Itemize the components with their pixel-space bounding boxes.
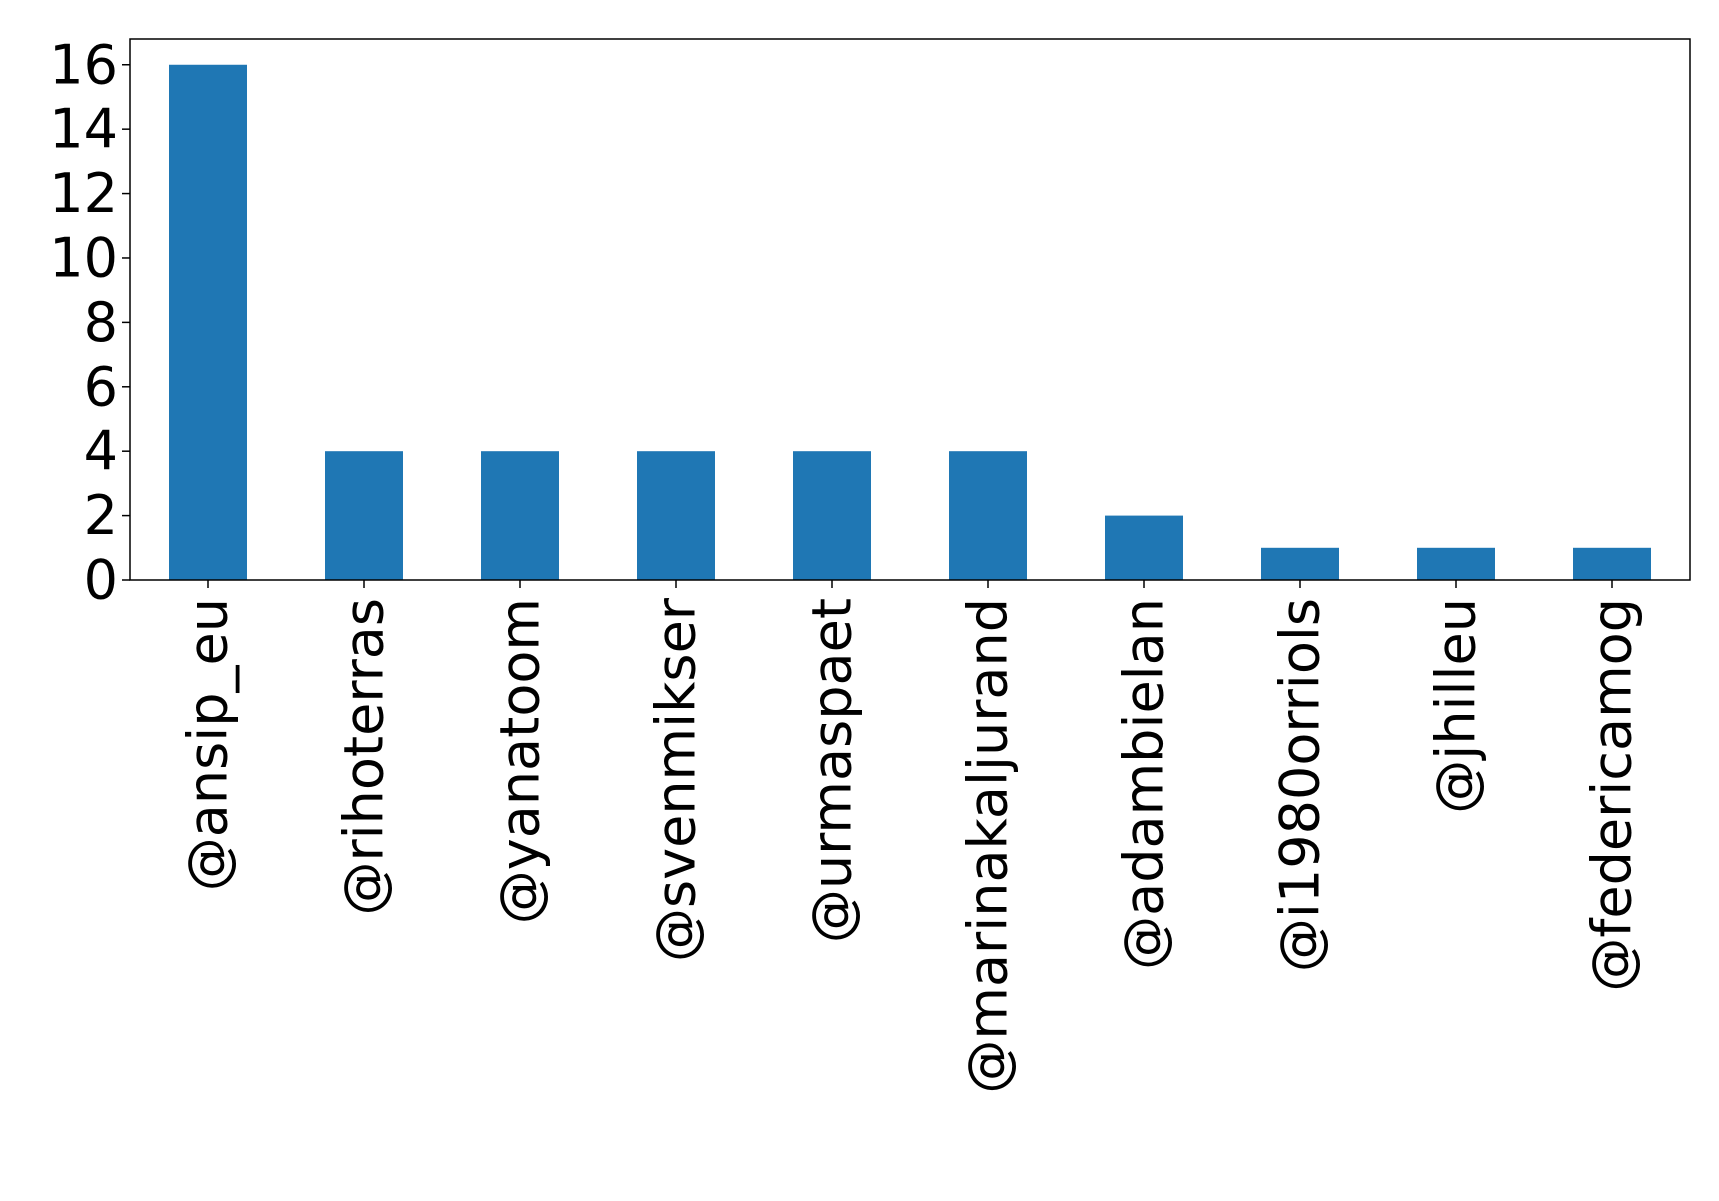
x-tick-label: @federicamog [1581,598,1644,992]
x-tick-label: @marinakaljurand [957,598,1020,1094]
x-tick-label: @i1980orriols [1269,598,1332,972]
bar-ansipeu [169,64,247,580]
x-tick-label: @jhilleu [1425,598,1488,814]
bar-i1980orriols [1261,547,1339,580]
bar-adambielan [1105,515,1183,580]
x-tick-label: @rihoterras [333,598,396,916]
bar-urmaspaet [793,451,871,580]
y-tick-label: 4 [84,420,118,483]
plot-frame [129,38,1691,581]
bar-federicamog [1573,547,1651,580]
bar-jhilleu [1417,547,1495,580]
y-tick-label: 2 [84,484,118,547]
bar-marinakaljurand [949,451,1027,580]
x-tick-label: @urmaspaet [801,598,864,943]
y-tick-label: 14 [49,98,118,161]
x-tick-label: @ansip_eu [177,598,240,891]
y-tick-label: 6 [84,355,118,418]
y-tick-label: 12 [49,162,118,225]
bar-yanatoom [481,451,559,580]
x-tick-label: @yanatoom [489,598,552,924]
y-tick-label: 16 [49,33,118,96]
bar-svenmikser [637,451,715,580]
bars-layer [169,64,1651,580]
y-tick-label: 10 [49,226,118,289]
y-tick-label: 0 [84,549,118,612]
x-axis: @ansip_eu @rihoterras @yanatoom @svenmikser… [177,580,1644,1094]
y-tick-label: 8 [84,291,118,354]
bar-rihoterras [325,451,403,580]
x-tick-label: @adambielan [1113,598,1176,970]
x-tick-label: @svenmikser [645,597,708,962]
